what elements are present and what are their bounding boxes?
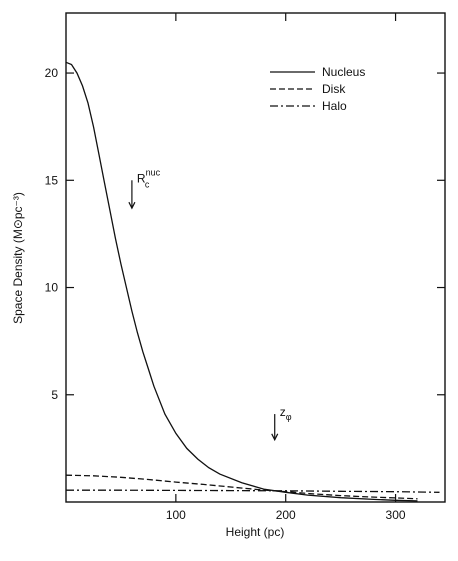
annotation-layer: Rnuc c zφ — [128, 167, 292, 442]
y-tick-label-0: 5 — [51, 388, 58, 402]
x-tick-label-0: 100 — [166, 508, 186, 522]
x-axis-title: Height (pc) — [226, 525, 285, 539]
series-layer — [65, 61, 440, 502]
annotation-zphi-arrow-head — [271, 433, 279, 442]
annotation-rc-label: Rnuc c — [137, 167, 161, 189]
series-nucleus-line — [65, 61, 418, 502]
y-tick-label-1: 10 — [45, 281, 59, 295]
annotation-zphi-label: zφ — [280, 405, 292, 422]
tick-labels: 100 200 300 5 10 15 20 — [45, 66, 406, 522]
x-tick-label-2: 300 — [386, 508, 406, 522]
legend-label-nucleus: Nucleus — [322, 65, 365, 79]
plot-frame — [65, 12, 446, 503]
x-tick-label-1: 200 — [276, 508, 296, 522]
annotation-rc-arrow-head — [128, 201, 136, 210]
annotation-rc: Rnuc c — [128, 167, 161, 210]
series-halo-line — [66, 489, 440, 493]
legend-label-halo: Halo — [322, 99, 347, 113]
y-tick-label-3: 20 — [45, 66, 59, 80]
axis-ticks — [66, 13, 445, 502]
legend: Nucleus Disk Halo — [270, 65, 365, 113]
series-disk-line — [65, 474, 418, 500]
y-axis-title: Space Density (M⊙pc⁻³) — [11, 192, 25, 324]
annotation-zphi: zφ — [271, 405, 292, 442]
y-tick-label-2: 15 — [45, 173, 59, 187]
legend-label-disk: Disk — [322, 82, 346, 96]
